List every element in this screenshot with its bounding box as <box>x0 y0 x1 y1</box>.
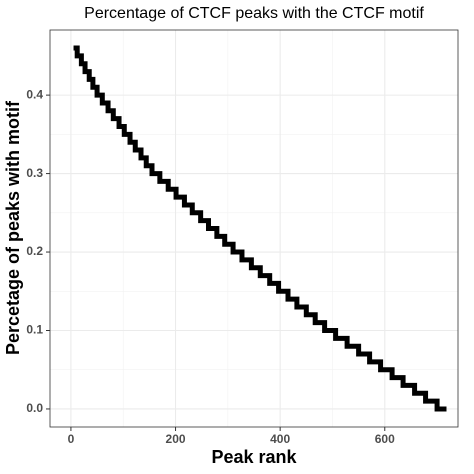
x-tick-label: 600 <box>375 432 395 446</box>
panel-border <box>49 29 459 428</box>
y-axis-title: Percetage of peaks with motif <box>3 100 23 355</box>
y-tick-label: 0.0 <box>26 401 43 415</box>
y-tick-label: 0.1 <box>26 323 43 337</box>
data-line <box>73 45 447 412</box>
y-tick-label: 0.3 <box>26 166 43 180</box>
plot-background <box>50 30 458 427</box>
y-tick-label: 0.4 <box>26 87 43 101</box>
y-tick-label: 0.2 <box>26 244 43 258</box>
x-tick-label: 200 <box>166 432 186 446</box>
chart-title: Percentage of CTCF peaks with the CTCF m… <box>84 5 424 22</box>
x-axis-title: Peak rank <box>211 447 297 467</box>
x-tick-label: 0 <box>68 432 75 446</box>
x-tick-label: 400 <box>270 432 290 446</box>
